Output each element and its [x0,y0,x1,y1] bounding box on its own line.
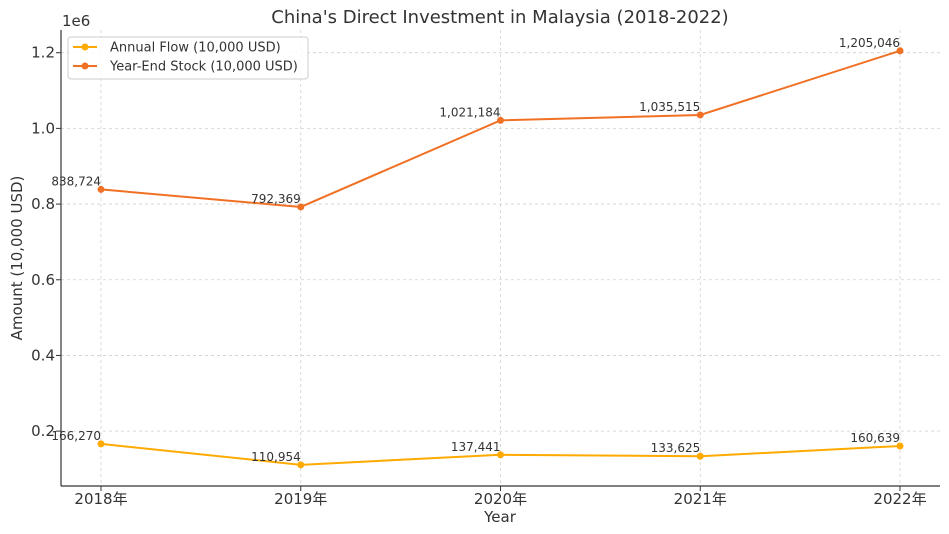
x-tick-label: 2022年 [873,490,926,508]
data-point [497,116,504,124]
data-point [696,452,704,460]
tick-labels: 2018年 2019年 2020年 2021年 2022年 0.2 0.4 0.6 0.8 1.0… [31,44,926,508]
y-axis-label: Amount (10,000 USD) [8,176,26,341]
data-label: 838,724 [51,174,101,188]
data-label: 1,035,515 [639,100,700,114]
y-offset-label: 1e6 [62,12,90,30]
data-label: 1,205,046 [839,36,900,50]
data-point [297,461,305,469]
y-tick-label: 0.2 [31,422,55,440]
data-label: 137,441 [451,440,501,454]
axes [56,30,940,491]
data-point [696,111,704,119]
data-label: 160,639 [850,431,900,445]
legend-marker-annual-flow [81,43,89,51]
legend-label-year-end-stock: Year-End Stock (10,000 USD) [109,60,298,75]
x-axis-label: Year [483,508,517,526]
y-tick-label: 1.2 [31,44,55,62]
y-tick-label: 0.4 [31,346,55,364]
chart-title: China's Direct Investment in Malaysia (2… [271,7,728,28]
data-label: 166,270 [51,429,101,443]
data-point [97,440,105,448]
data-label: 792,369 [251,192,301,206]
data-label: 110,954 [251,450,301,464]
series-layer: 166,270 110,954 137,441 133,625 160,639 838,7… [51,36,904,469]
legend: Annual Flow (10,000 USD) Year-End Stock … [67,36,309,80]
data-label: 1,021,184 [439,105,500,119]
y-tick-label: 1.0 [31,119,55,137]
grid [61,30,940,486]
x-tick-label: 2020年 [474,490,527,508]
data-point [497,451,504,459]
data-point [896,442,904,450]
data-point [97,185,105,193]
legend-label-annual-flow: Annual Flow (10,000 USD) [110,41,281,56]
x-tick-label: 2021年 [674,490,727,508]
data-label: 133,625 [651,441,701,455]
y-tick-label: 0.8 [31,195,55,213]
legend-marker-year-end-stock [81,62,89,70]
legend-box [67,36,309,80]
x-tick-label: 2019年 [274,490,327,508]
data-point [297,203,305,211]
y-tick-label: 0.6 [31,271,55,289]
data-point [896,47,904,55]
x-tick-label: 2018年 [74,490,127,508]
